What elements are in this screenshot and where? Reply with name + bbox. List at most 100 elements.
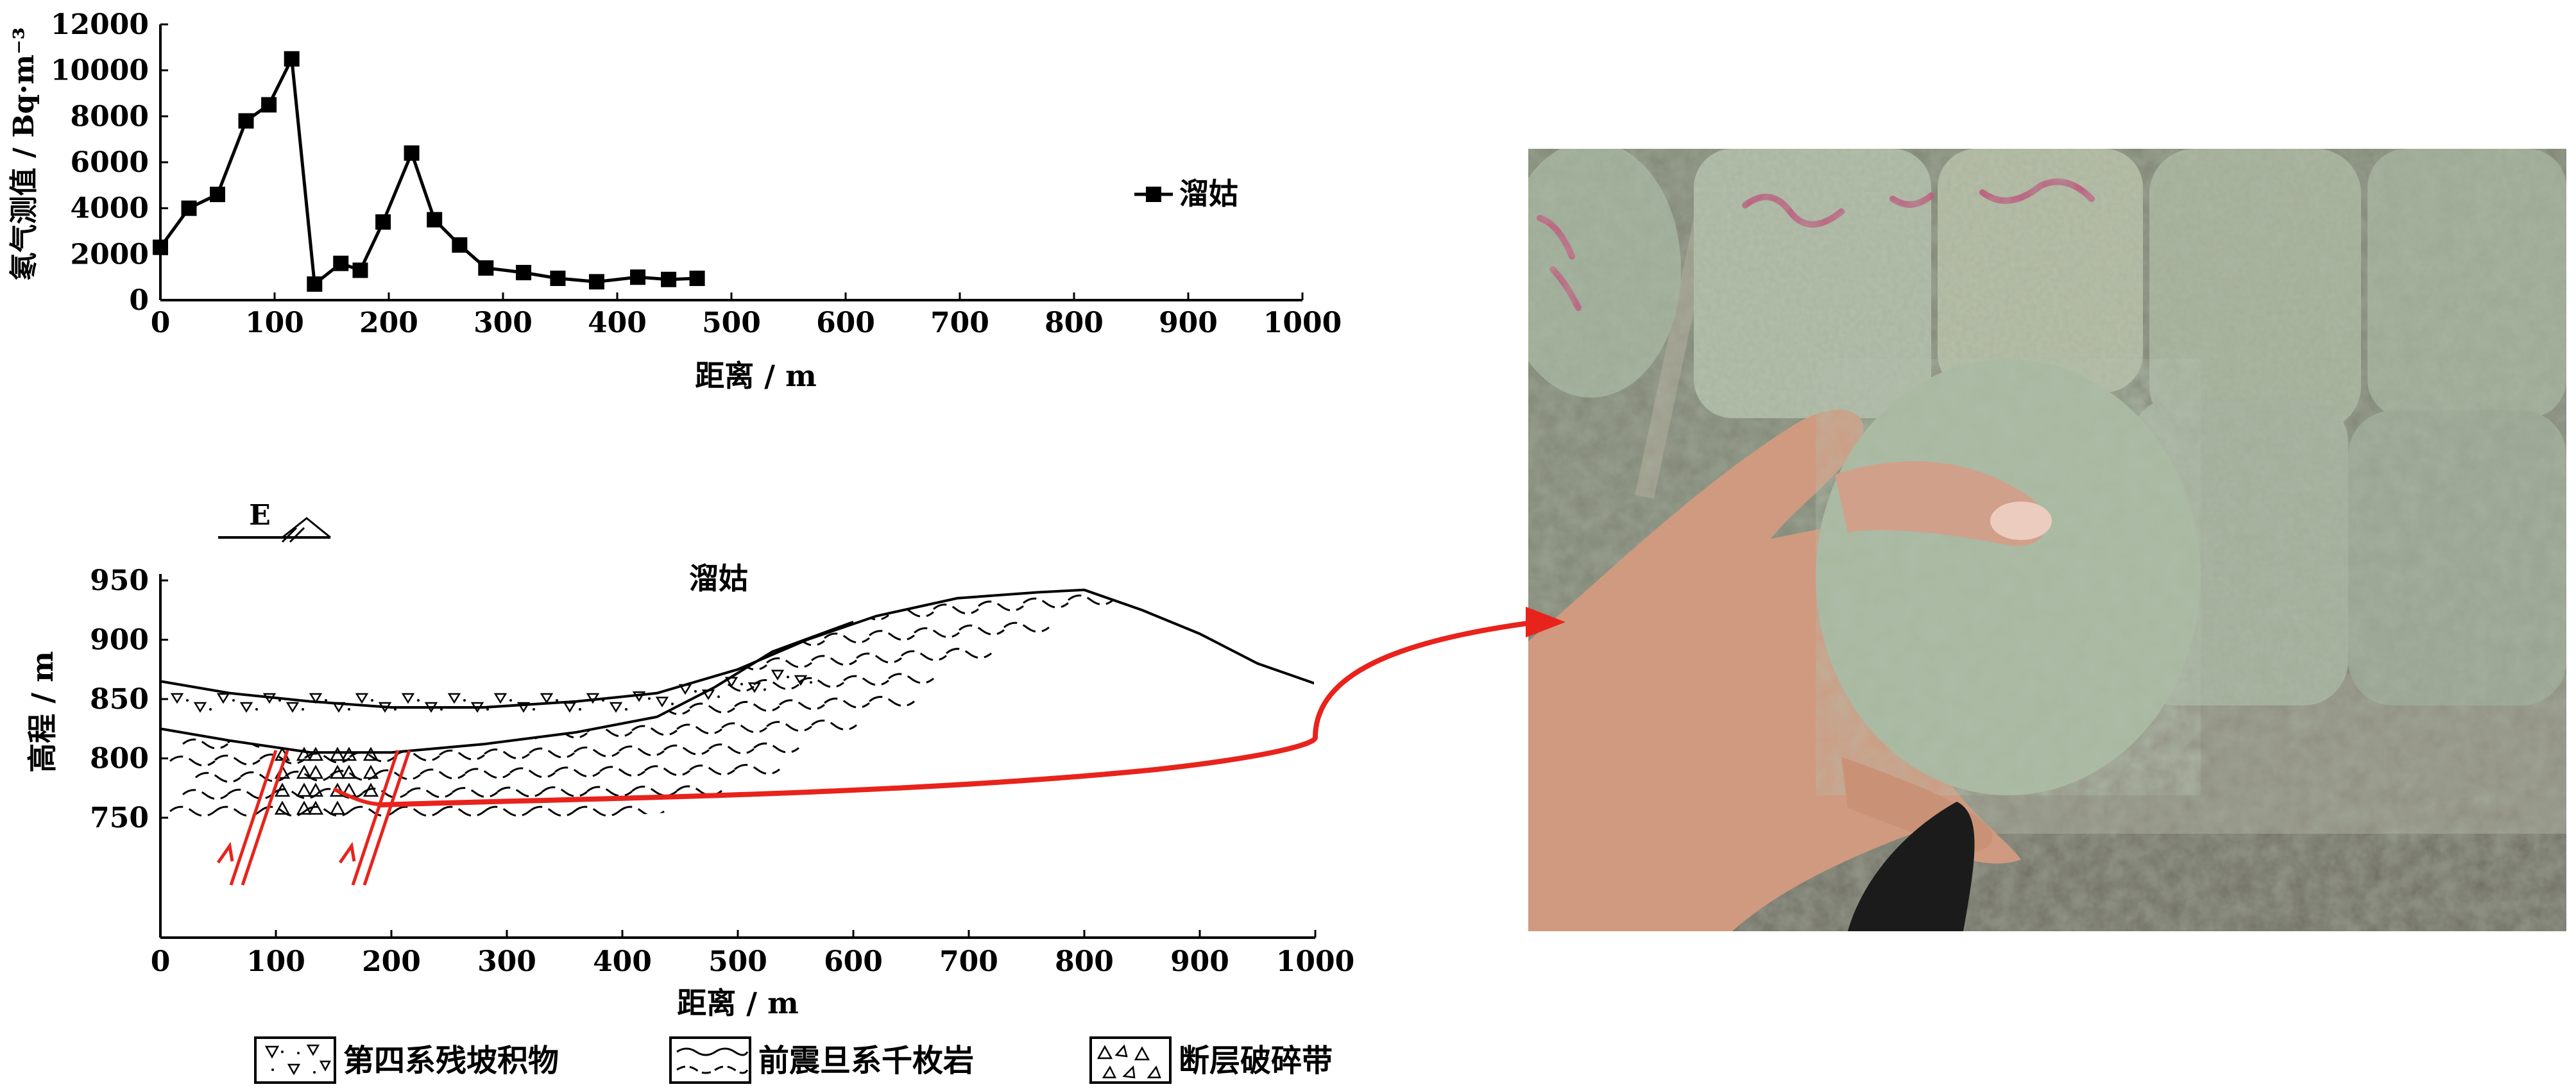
section-x-tick-label: 400 xyxy=(593,945,652,978)
section-body xyxy=(160,564,1314,943)
quaternary-symbol xyxy=(540,693,554,704)
legend-label-phyllite: 前震旦系千枚岩 xyxy=(758,1043,974,1079)
fault-line xyxy=(363,750,411,886)
hatch-mark-icon xyxy=(289,527,305,543)
fault-line xyxy=(351,750,400,886)
phyllite-line xyxy=(195,564,370,580)
section-y-tick-label: 950 xyxy=(90,564,149,597)
quaternary-symbol xyxy=(401,693,415,704)
phyllite-line xyxy=(169,742,799,767)
x-tick-label: 800 xyxy=(1045,307,1104,339)
quaternary-dot xyxy=(278,699,281,702)
data-point xyxy=(516,265,532,280)
held-core-texture xyxy=(1816,359,2201,795)
breccia-symbol xyxy=(307,800,324,815)
lithology-legend: 第四系残坡积物 前震旦系千枚岩 断层破碎带 xyxy=(254,1036,1333,1084)
y-tick-label: 10000 xyxy=(51,55,149,87)
breccia-symbol xyxy=(329,747,346,761)
top-chart-y-axis-label: 氡气测值 / Bq·m⁻³ xyxy=(8,27,40,280)
data-point xyxy=(307,276,323,292)
section-x-tick-label: 500 xyxy=(708,945,767,978)
quaternary-symbol xyxy=(609,702,623,713)
quaternary-dot xyxy=(648,697,651,700)
connector-arrow xyxy=(378,621,1528,807)
top-chart-legend: 溜姑 xyxy=(1134,176,1238,211)
x-tick-label: 1000 xyxy=(1263,307,1342,339)
breccia-symbol xyxy=(296,800,312,815)
breccia-symbol xyxy=(363,782,379,797)
quaternary-swatch xyxy=(254,1036,336,1084)
sky-mask xyxy=(160,564,1314,707)
quaternary-dot xyxy=(255,708,258,711)
quaternary-symbol xyxy=(355,693,369,704)
section-x-tick-label: 300 xyxy=(477,945,536,978)
quaternary-symbol xyxy=(794,675,808,686)
y-tick-label: 0 xyxy=(129,284,149,317)
x-tick-label: 200 xyxy=(359,307,418,339)
quaternary-symbol xyxy=(216,693,230,704)
direction-indicator: E xyxy=(218,499,331,543)
geologic-cross-section: 0 100 200 300 400 500 600 700 800 900 1000 950 900 85… xyxy=(25,499,1354,1020)
x-tick-label: 600 xyxy=(816,307,875,339)
quaternary-dot xyxy=(186,699,189,702)
breccia-symbol xyxy=(307,764,324,779)
quaternary-symbol xyxy=(516,702,531,713)
quaternary-dot xyxy=(371,699,373,702)
section-y-tick-label: 850 xyxy=(90,683,149,716)
data-point xyxy=(427,212,443,228)
series-line xyxy=(158,53,697,287)
data-point xyxy=(661,271,677,287)
data-point xyxy=(284,51,300,67)
phyllite-pattern-icon xyxy=(676,1047,749,1074)
data-point xyxy=(588,274,604,290)
x-tick-label: 900 xyxy=(1159,307,1218,339)
quaternary-pattern-icon xyxy=(264,1044,332,1076)
section-y-tick-label: 800 xyxy=(90,743,149,775)
quaternary-symbol xyxy=(771,670,785,680)
fault-line xyxy=(241,750,289,886)
quaternary-dot xyxy=(787,675,789,679)
quaternary-dot xyxy=(417,699,420,702)
y-tick-label: 6000 xyxy=(71,146,149,179)
quaternary-dot xyxy=(232,699,235,702)
fault-connector-start xyxy=(332,787,386,807)
quaternary-dot xyxy=(509,699,512,702)
top-chart-axes xyxy=(159,24,1302,301)
quaternary-symbol xyxy=(447,693,461,704)
y-tick-label: 4000 xyxy=(71,192,149,225)
fault-slip-arrow-icon xyxy=(216,841,234,864)
x-tick-label: 0 xyxy=(151,307,171,339)
quaternary-dot xyxy=(810,681,812,684)
hill-symbol-icon xyxy=(282,517,331,539)
data-point xyxy=(550,270,566,286)
legend-square-marker-icon xyxy=(1146,187,1161,202)
quaternary-dot xyxy=(671,702,674,705)
fault-slip-arrow-icon xyxy=(338,841,356,864)
legend-series-label: 溜姑 xyxy=(1179,176,1238,211)
quaternary-dot xyxy=(717,695,720,698)
data-point xyxy=(630,269,646,285)
breccia-symbol xyxy=(329,764,346,779)
quaternary-symbol xyxy=(193,702,207,713)
quaternary-dot xyxy=(556,699,558,702)
data-point xyxy=(352,262,368,278)
drill-core-photo xyxy=(1528,149,2566,931)
section-x-tick-label: 800 xyxy=(1055,945,1114,978)
data-point xyxy=(452,237,468,253)
section-x-tick-label: 700 xyxy=(939,945,998,978)
data-point xyxy=(181,200,197,216)
data-point xyxy=(689,270,705,286)
x-tick-label: 500 xyxy=(702,307,761,339)
section-x-tick-label: 0 xyxy=(151,945,171,978)
quaternary-dot xyxy=(302,708,304,711)
quaternary-symbol xyxy=(309,693,323,704)
quaternary-dot xyxy=(740,682,743,686)
section-ticks: 0 100 200 300 400 500 600 700 800 900 1000 950 900 85… xyxy=(90,564,1354,978)
legend-item-quaternary: 第四系残坡积物 xyxy=(254,1036,559,1084)
radon-line-chart: 0 100 200 300 400 500 600 700 800 900 100002000400… xyxy=(8,8,1342,393)
y-tick-label: 12000 xyxy=(51,8,149,41)
breccia-symbol xyxy=(296,764,312,779)
lower-mask xyxy=(160,750,1314,943)
quaternary-symbol xyxy=(586,693,600,704)
